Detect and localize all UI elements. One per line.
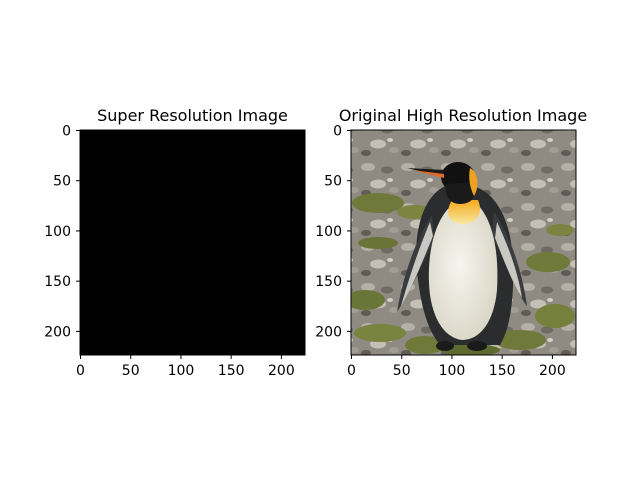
left-axes-frame (79, 129, 306, 356)
left-y-tick-label: 0 (62, 124, 71, 140)
right-axes-frame (350, 129, 577, 356)
left-axes: Super Resolution Image 0 50 100 150 200 0 50 1… (44, 106, 306, 379)
right-x-tick-label: 200 (539, 363, 566, 379)
right-axes-title: Original High Resolution Image (339, 106, 587, 125)
right-x-tick-label: 0 (347, 363, 356, 379)
left-y-tick-label: 50 (53, 174, 71, 190)
left-axes-title: Super Resolution Image (97, 106, 288, 125)
left-y-ticks: 0 50 100 150 200 (44, 124, 80, 340)
right-y-tick-label: 0 (333, 124, 342, 140)
left-y-tick-label: 200 (44, 324, 71, 340)
original-high-resolution-image (351, 130, 576, 355)
right-y-tick-label: 100 (315, 224, 342, 240)
right-x-tick-label: 150 (489, 363, 516, 379)
right-y-tick-label: 50 (324, 174, 342, 190)
left-y-tick-label: 150 (44, 274, 71, 290)
left-x-tick-label: 150 (218, 363, 245, 379)
right-y-tick-label: 150 (315, 274, 342, 290)
left-x-tick-label: 0 (76, 363, 85, 379)
right-axes: Original High Resolution Image 0 50 100 150… (315, 106, 587, 379)
right-x-tick-label: 50 (393, 363, 411, 379)
left-x-ticks: 0 50 100 150 200 (76, 355, 295, 379)
left-y-tick-label: 100 (44, 224, 71, 240)
left-x-tick-label: 200 (268, 363, 295, 379)
right-x-tick-label: 100 (439, 363, 466, 379)
right-y-ticks: 0 50 100 150 200 (315, 124, 351, 340)
super-resolution-image (80, 130, 305, 355)
right-x-ticks: 0 50 100 150 200 (347, 355, 566, 379)
right-y-tick-label: 200 (315, 324, 342, 340)
left-x-tick-label: 50 (122, 363, 140, 379)
photo-penguin (397, 162, 527, 351)
left-x-tick-label: 100 (168, 363, 195, 379)
